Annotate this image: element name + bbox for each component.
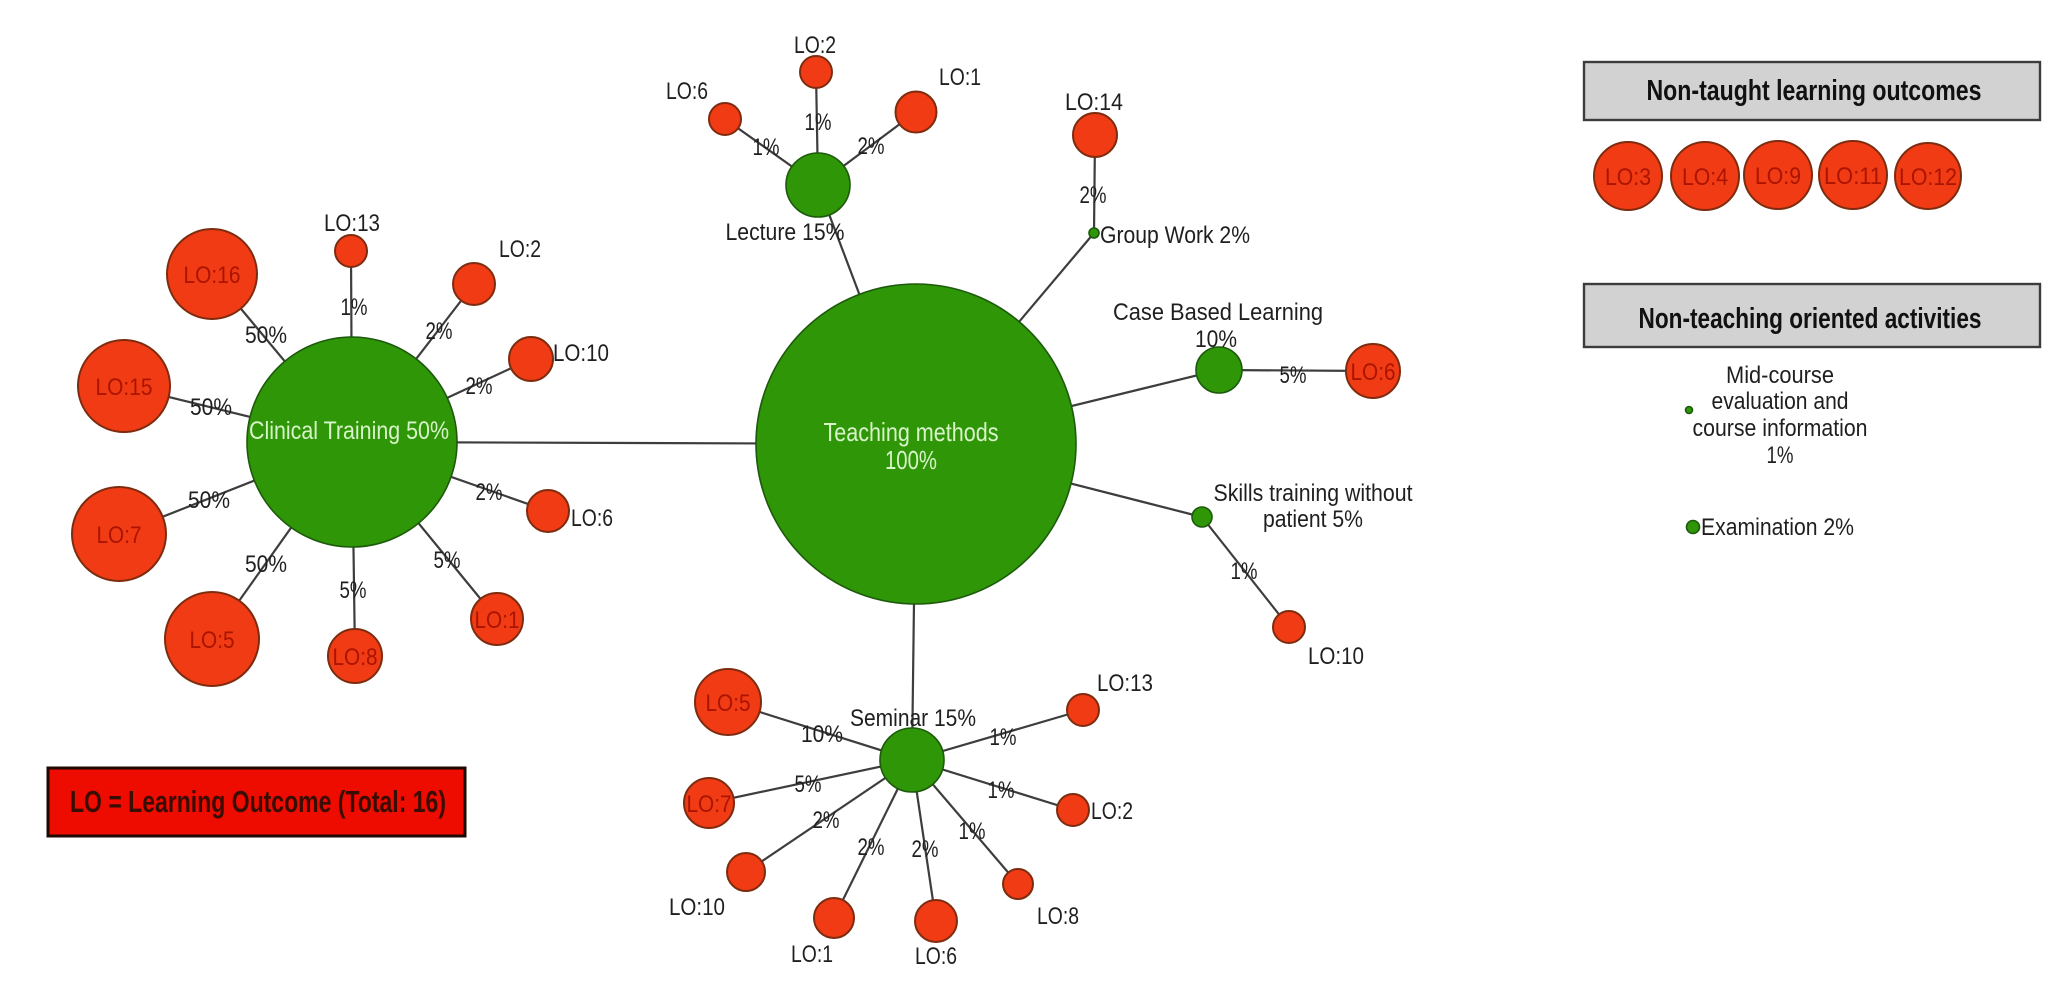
svg-text:LO:13: LO:13	[324, 210, 380, 237]
svg-text:Mid-course: Mid-course	[1726, 362, 1834, 389]
svg-text:100%: 100%	[885, 445, 937, 475]
svg-text:5%: 5%	[340, 577, 367, 604]
svg-text:2%: 2%	[426, 318, 453, 345]
svg-text:LO:2: LO:2	[1091, 798, 1133, 825]
svg-text:LO:4: LO:4	[1682, 164, 1728, 191]
svg-text:patient 5%: patient 5%	[1263, 506, 1363, 533]
svg-text:course information: course information	[1693, 415, 1868, 442]
svg-text:LO = Learning Outcome (Total:: LO = Learning Outcome (Total: 16)	[70, 784, 446, 819]
svg-text:50%: 50%	[188, 487, 230, 514]
svg-text:LO:6: LO:6	[915, 943, 957, 970]
svg-text:LO:9: LO:9	[1755, 163, 1801, 190]
svg-text:LO:8: LO:8	[1037, 903, 1079, 930]
svg-text:LO:11: LO:11	[1824, 163, 1882, 190]
svg-text:1%: 1%	[753, 134, 780, 161]
svg-text:Skills training without: Skills training without	[1214, 480, 1413, 507]
svg-text:Examination 2%: Examination 2%	[1701, 514, 1854, 541]
svg-text:2%: 2%	[466, 373, 493, 400]
svg-text:Teaching methods: Teaching methods	[824, 417, 999, 447]
svg-text:Group Work 2%: Group Work 2%	[1100, 222, 1250, 249]
svg-text:Lecture 15%: Lecture 15%	[726, 219, 845, 246]
svg-text:LO:15: LO:15	[96, 374, 153, 401]
svg-text:LO:2: LO:2	[794, 32, 836, 59]
svg-text:LO:2: LO:2	[499, 236, 541, 263]
svg-text:50%: 50%	[190, 394, 232, 421]
svg-text:Case Based Learning: Case Based Learning	[1113, 299, 1323, 326]
svg-text:Seminar 15%: Seminar 15%	[850, 705, 976, 732]
svg-text:Non-teaching oriented activiti: Non-teaching oriented activities	[1639, 303, 1982, 335]
svg-text:LO:5: LO:5	[190, 627, 235, 654]
svg-text:LO:6: LO:6	[1351, 359, 1396, 386]
svg-text:5%: 5%	[434, 547, 461, 574]
svg-text:1%: 1%	[805, 109, 832, 136]
svg-text:LO:1: LO:1	[791, 941, 833, 968]
svg-text:evaluation and: evaluation and	[1712, 388, 1849, 415]
svg-text:LO:8: LO:8	[333, 644, 378, 671]
svg-text:LO:12: LO:12	[1899, 164, 1957, 191]
svg-text:2%: 2%	[476, 479, 503, 506]
svg-text:1%: 1%	[959, 818, 986, 845]
svg-text:LO:3: LO:3	[1605, 164, 1651, 191]
svg-text:LO:14: LO:14	[1065, 89, 1123, 116]
svg-text:10%: 10%	[1195, 326, 1237, 353]
svg-text:1%: 1%	[990, 724, 1017, 751]
svg-text:10%: 10%	[801, 721, 843, 748]
svg-text:LO:13: LO:13	[1097, 670, 1153, 697]
svg-text:2%: 2%	[912, 836, 939, 863]
svg-text:2%: 2%	[858, 133, 885, 160]
svg-text:LO:1: LO:1	[939, 64, 981, 91]
svg-text:LO:1: LO:1	[475, 607, 520, 634]
svg-text:2%: 2%	[858, 834, 885, 861]
svg-text:LO:6: LO:6	[666, 78, 708, 105]
svg-text:LO:7: LO:7	[97, 522, 142, 549]
svg-text:LO:10: LO:10	[669, 894, 725, 921]
svg-text:50%: 50%	[245, 322, 287, 349]
svg-text:1%: 1%	[988, 777, 1015, 804]
svg-text:LO:5: LO:5	[706, 690, 751, 717]
svg-text:1%: 1%	[341, 294, 368, 321]
svg-text:LO:10: LO:10	[553, 340, 609, 367]
svg-text:2%: 2%	[813, 807, 840, 834]
svg-text:5%: 5%	[795, 771, 822, 798]
svg-text:1%: 1%	[1231, 558, 1258, 585]
svg-text:LO:10: LO:10	[1308, 643, 1364, 670]
svg-text:LO:6: LO:6	[571, 505, 613, 532]
svg-text:2%: 2%	[1080, 182, 1107, 209]
svg-text:Clinical Training 50%: Clinical Training 50%	[249, 417, 449, 445]
svg-text:LO:7: LO:7	[687, 791, 732, 818]
svg-text:50%: 50%	[245, 551, 287, 578]
svg-text:LO:16: LO:16	[184, 262, 241, 289]
svg-text:Non-taught learning outcomes: Non-taught learning outcomes	[1647, 75, 1982, 107]
svg-text:1%: 1%	[1767, 442, 1794, 469]
svg-text:5%: 5%	[1280, 362, 1307, 389]
